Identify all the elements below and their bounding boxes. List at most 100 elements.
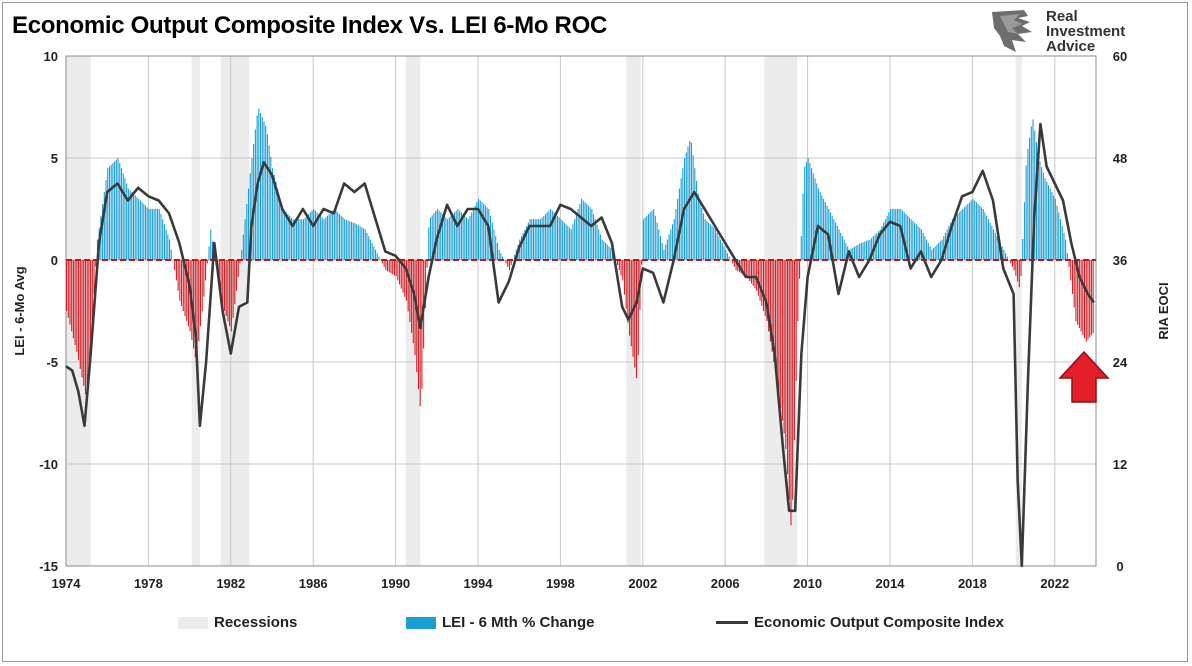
lei-bar — [1003, 249, 1005, 260]
lei-bar — [694, 168, 696, 260]
lei-bar — [335, 210, 337, 260]
lei-bar — [1085, 260, 1087, 342]
lei-bar — [594, 219, 596, 260]
lei-bar — [174, 260, 176, 271]
lei-bar — [266, 134, 268, 260]
lei-bar — [385, 260, 387, 271]
lei-bar — [429, 217, 432, 260]
lei-bar — [375, 249, 377, 260]
lei-bar — [79, 260, 81, 369]
lei-bar — [297, 219, 299, 260]
lei-bar — [673, 219, 675, 260]
lei-bar — [321, 217, 323, 260]
lei-bar — [895, 209, 897, 260]
lei-bar — [275, 181, 277, 260]
lei-bar — [72, 260, 74, 339]
lei-bar — [175, 260, 177, 281]
lei-bar — [768, 260, 770, 332]
lei-bar — [785, 260, 787, 449]
lei-bar — [261, 117, 263, 260]
lei-bar — [989, 222, 991, 260]
lei-bar — [1075, 260, 1077, 322]
lei-bar — [797, 260, 799, 322]
legend-swatch-eoci — [716, 621, 748, 624]
x-tick-label: 1986 — [299, 576, 328, 591]
lei-bar — [718, 236, 720, 260]
lei-bar — [551, 210, 553, 260]
lei-bar — [991, 226, 993, 260]
lei-bar — [69, 260, 71, 325]
lei-bar — [177, 260, 179, 291]
lei-bar — [390, 260, 392, 274]
lei-bar — [876, 232, 878, 260]
lei-bar — [799, 260, 801, 279]
lei-bar — [531, 219, 533, 260]
lei-bar — [912, 220, 914, 260]
lei-bar — [977, 203, 979, 260]
x-tick-label: 1982 — [216, 576, 245, 591]
chart-title: Economic Output Composite Index Vs. LEI … — [12, 12, 607, 39]
lei-bar — [1049, 188, 1051, 260]
lei-bar — [1022, 239, 1024, 260]
lei-bar — [371, 243, 373, 260]
x-tick-label: 2014 — [876, 576, 906, 591]
lei-bar — [958, 212, 960, 260]
lei-bar — [95, 260, 97, 267]
lei-bar — [469, 215, 471, 260]
lei-bar — [242, 234, 244, 260]
lei-bar — [625, 260, 627, 309]
lei-bar — [273, 175, 275, 260]
lei-bar — [1053, 195, 1055, 260]
lei-bar — [378, 256, 380, 260]
lei-bar — [268, 145, 270, 260]
lei-bar — [383, 260, 385, 267]
lei-bar — [773, 260, 775, 362]
lei-bar — [610, 248, 612, 260]
lei-bar — [93, 260, 95, 294]
lei-bar — [756, 260, 758, 291]
lei-bar — [459, 210, 461, 260]
lei-bar — [249, 173, 251, 260]
x-tick-label: 1990 — [381, 576, 410, 591]
lei-bar — [728, 256, 730, 260]
lei-bar — [541, 217, 543, 260]
lei-bar — [1010, 260, 1012, 264]
lei-bar — [903, 212, 905, 260]
lei-bar — [862, 242, 864, 260]
lei-bar — [314, 210, 317, 260]
lei-bar — [462, 214, 464, 260]
lei-bar — [1061, 226, 1063, 260]
lei-bar — [706, 220, 708, 260]
left-tick-label: 10 — [44, 49, 58, 64]
lei-bar — [994, 232, 996, 260]
lei-bar — [1068, 260, 1070, 267]
lei-bar — [387, 260, 389, 272]
lei-bar — [227, 260, 229, 322]
lei-bar — [110, 164, 112, 260]
lei-bar — [934, 246, 936, 260]
lei-bar — [441, 214, 444, 260]
lei-bar — [922, 232, 924, 260]
lei-bar — [244, 219, 246, 260]
lei-bar — [407, 260, 409, 312]
lei-bar — [445, 217, 447, 260]
lei-bar — [479, 200, 481, 260]
legend-item-eoci: Economic Output Composite Index — [716, 614, 1004, 631]
lei-bar — [670, 229, 672, 260]
lei-bar — [888, 212, 890, 260]
lei-bar — [987, 219, 989, 260]
lei-bar — [292, 219, 294, 260]
lei-bar — [956, 214, 959, 260]
lei-bar — [747, 260, 749, 279]
lei-bar — [356, 224, 358, 260]
lei-bar — [932, 248, 935, 260]
lei-bar — [301, 219, 303, 260]
lei-bar — [929, 246, 931, 260]
lei-bar — [704, 219, 706, 260]
lei-bar — [622, 260, 624, 281]
logo-line: Investment — [1046, 23, 1126, 40]
lei-bar — [205, 260, 207, 281]
left-tick-label: 5 — [51, 151, 58, 166]
lei-bar — [524, 229, 526, 260]
lei-bar — [979, 205, 981, 260]
